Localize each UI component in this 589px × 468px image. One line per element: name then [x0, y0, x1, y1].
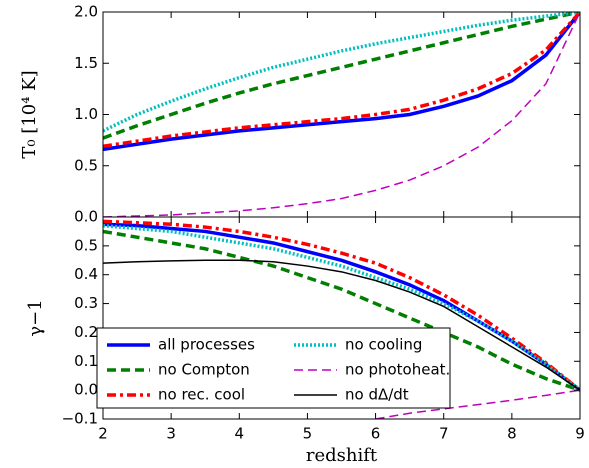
legend-label: no dΔ/dt: [345, 386, 409, 404]
legend-label: no rec. cool: [158, 386, 245, 404]
y-tick-label: 0.2: [74, 323, 98, 341]
x-tick-label: 6: [371, 425, 381, 443]
x-tick-label: 4: [235, 425, 245, 443]
series-line: [103, 259, 580, 391]
x-tick-label: 7: [439, 425, 449, 443]
series-line: [103, 12, 580, 217]
legend-label: no photoheat.: [345, 361, 450, 379]
series-line: [103, 12, 580, 133]
x-tick-label: 9: [575, 425, 585, 443]
y-tick-label: 2.0: [74, 3, 98, 21]
x-tick-label: 5: [303, 425, 313, 443]
y-tick-label: 0.3: [74, 294, 98, 312]
y-axis-label: γ−1: [25, 299, 46, 336]
y-tick-label: 0.5: [74, 236, 98, 254]
y-tick-label: 1.0: [74, 105, 98, 123]
legend: all processes no Compton no rec. cool no co…: [96, 327, 451, 409]
y-tick-label: 0.0: [74, 208, 98, 226]
series-line: [375, 389, 580, 419]
y-tick-label: −0.1: [62, 410, 98, 428]
x-tick-label: 3: [166, 425, 176, 443]
y-tick-label: 1.5: [74, 54, 98, 72]
series-line: [103, 12, 580, 152]
series-line: [103, 222, 580, 392]
y-tick-label: 0.4: [74, 265, 98, 283]
legend-label: no Compton: [158, 361, 250, 379]
x-tick-label: 2: [98, 425, 108, 443]
y-tick-label: 0.5: [74, 156, 98, 174]
y-tick-label: 0.1: [74, 352, 98, 370]
series-line: [103, 12, 580, 149]
x-axis-label: redshift: [306, 445, 378, 466]
plot-frame: [102, 216, 581, 420]
series-line: [103, 12, 580, 140]
legend-label: no cooling: [345, 336, 422, 354]
series-line: [103, 229, 580, 392]
y-tick-label: 0.0: [74, 381, 98, 399]
legend-box: [96, 327, 451, 409]
legend-label: all processes: [158, 336, 255, 354]
series-line: [103, 219, 580, 392]
x-tick-label: 8: [507, 425, 517, 443]
y-axis-label: T₀ [10⁴ K]: [19, 70, 40, 158]
